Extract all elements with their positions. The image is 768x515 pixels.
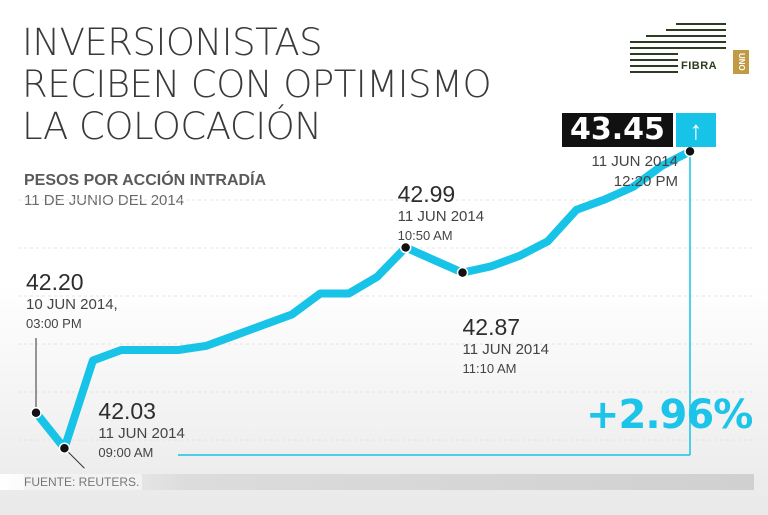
point-value-label: 42.20 [26, 269, 84, 295]
title-line-3: LA COLOCACIÓN [22, 105, 322, 148]
point-date-label: 10 JUN 2014, [26, 296, 118, 313]
point-time-label: 09:00 AM [98, 445, 153, 460]
point-date-label: 11 JUN 2014 [592, 153, 678, 170]
data-point [58, 442, 71, 455]
subtitle-units: PESOS POR ACCIÓN INTRADÍA [24, 172, 267, 189]
logo-box: UNO [733, 50, 749, 74]
title-line-1: INVERSIONISTAS [22, 21, 323, 64]
data-point [456, 266, 469, 279]
last-value: 43.45 [562, 113, 673, 147]
point-date-label: 11 JUN 2014 [98, 425, 184, 442]
point-time-label: 12:20 PM [614, 173, 678, 190]
up-arrow-icon: ↑ [675, 113, 716, 147]
source-note: FUENTE: REUTERS. [24, 474, 143, 490]
data-points [30, 145, 696, 455]
point-date-label: 11 JUN 2014 [463, 341, 549, 358]
point-value-label: 42.99 [398, 181, 456, 207]
percent-change: +2.96% [586, 392, 753, 438]
last-value-box: 43.45 ↑ [562, 113, 716, 147]
point-time-label: 11:10 AM [463, 361, 517, 376]
point-time-label: 10:50 AM [398, 228, 453, 243]
title-line-2: RECIBEN CON OPTIMISMO [22, 63, 492, 106]
point-date-label: 11 JUN 2014 [398, 208, 484, 225]
chart-title: INVERSIONISTAS RECIBEN CON OPTIMISMO LA … [22, 22, 542, 148]
point-value-label: 42.03 [98, 398, 156, 424]
logo-text: FIBRA [681, 60, 718, 72]
series-line [32, 147, 694, 453]
point-time-label: 03:00 PM [26, 316, 82, 331]
data-point [30, 406, 42, 419]
connectors [35, 151, 691, 469]
point-value-label: 42.87 [463, 314, 521, 340]
source-bar [0, 474, 754, 490]
data-point [399, 241, 412, 254]
fibra-uno-logo-icon [630, 23, 726, 73]
data-point [684, 145, 696, 158]
